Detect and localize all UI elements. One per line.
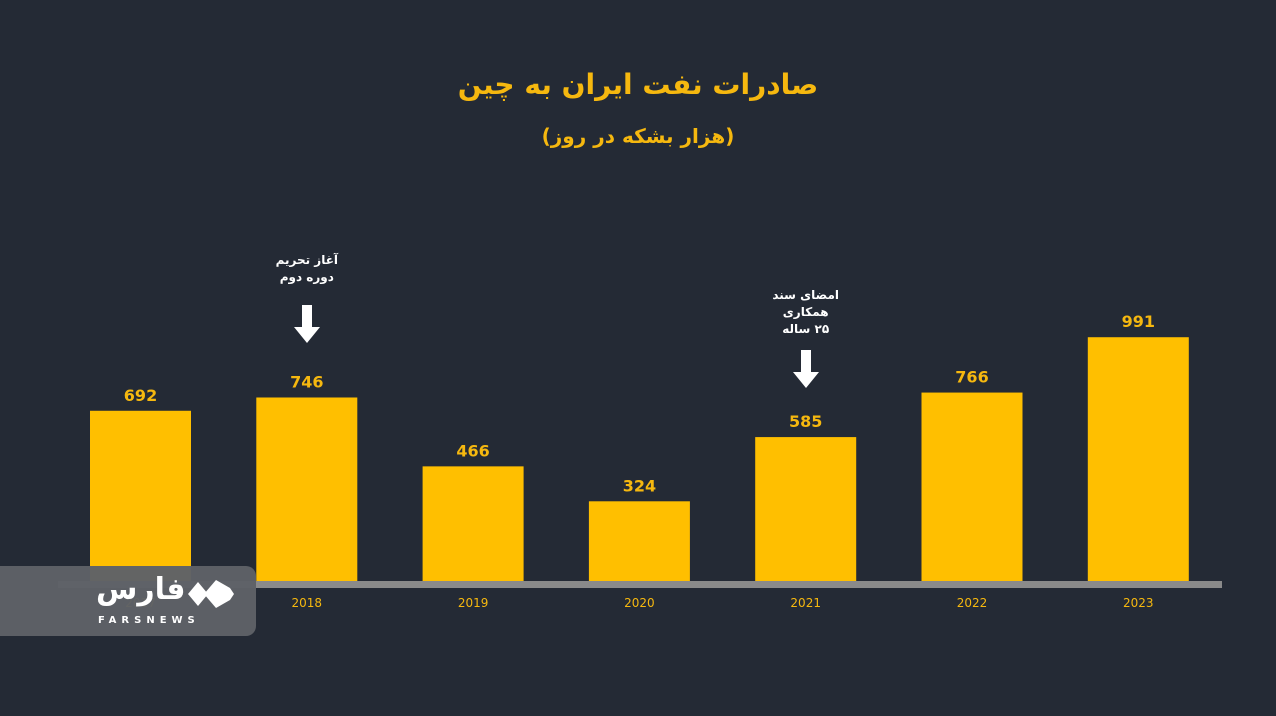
- annotation-text-2018: آغاز تحریم دوره دوم: [275, 253, 339, 284]
- x-tick-label-2022: 2022: [957, 596, 988, 610]
- down-arrow-icon: [293, 305, 320, 343]
- bar-2022: [921, 392, 1023, 581]
- down-arrow-icon: [792, 350, 819, 388]
- logo-text: فارس: [96, 572, 186, 607]
- x-tick-label-2019: 2019: [458, 596, 489, 610]
- data-label-2023: 991: [1122, 312, 1155, 331]
- data-label-2021: 585: [789, 412, 822, 431]
- x-tick-label-2018: 2018: [292, 596, 323, 610]
- chart-title: صادرات نفت ایران به چین: [457, 68, 819, 101]
- x-tick-label-2023: 2023: [1123, 596, 1154, 610]
- annotation-text-2021: امضای سند همکاری ۲۵ ساله: [772, 288, 840, 336]
- data-label-2018: 746: [290, 372, 323, 391]
- bar-2023: [1087, 337, 1189, 581]
- x-axis-line: [58, 581, 1222, 588]
- chart-subtitle: (هزار بشکه در روز): [541, 124, 735, 148]
- x-tick-label-2021: 2021: [790, 596, 821, 610]
- bar-2021: [755, 437, 857, 581]
- x-tick-label-2020: 2020: [624, 596, 655, 610]
- data-label-2017: 692: [124, 386, 157, 405]
- logo-subtitle: FARSNEWS: [98, 615, 200, 626]
- data-label-2020: 324: [623, 476, 656, 495]
- logo-mark-icon: [188, 580, 234, 608]
- bar-2020: [588, 501, 690, 581]
- bar-2018: [256, 397, 358, 581]
- data-label-2019: 466: [456, 441, 489, 460]
- bar-2019: [422, 466, 524, 581]
- data-label-2022: 766: [955, 368, 988, 387]
- bar-2017: [90, 410, 191, 581]
